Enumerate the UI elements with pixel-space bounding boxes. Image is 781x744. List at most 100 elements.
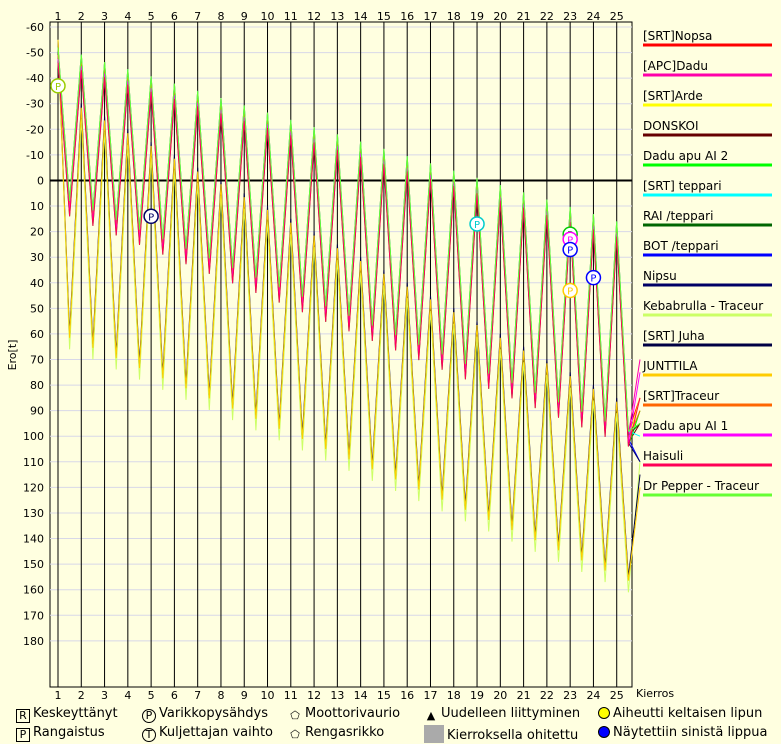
y-tick-label: -10 (26, 149, 44, 162)
x-tick-label-bottom: 18 (447, 689, 461, 700)
x-tick-label-top: 7 (194, 10, 201, 23)
pit-stop-marker (562, 241, 578, 258)
x-tick-label-bottom: 8 (217, 689, 224, 700)
x-tick-label-bottom: 9 (241, 689, 248, 700)
retired-icon: R (16, 709, 30, 723)
penalty-icon: P (16, 728, 30, 742)
legend-label: Dadu apu AI 2 (643, 149, 728, 163)
x-tick-label-top: 4 (124, 10, 131, 23)
pit-stop-marker (50, 78, 66, 94)
driver-change-icon: T (142, 728, 156, 742)
pit-markers: PPPPPPPP (50, 78, 602, 299)
pit-stop-marker-label: P (567, 286, 573, 297)
x-tick-label-bottom: 25 (610, 689, 624, 700)
legend: [SRT]Nopsa [APC]Dadu [SRT]Arde DONSKOI Dadu … (642, 29, 772, 497)
x-tick-label-top: 24 (586, 10, 600, 23)
legend-label: BOT /teppari (643, 239, 719, 253)
pit-stop-marker (143, 208, 159, 225)
legend-pit: P Varikkopysähdys (142, 706, 268, 723)
legend-label: RAI /teppari (643, 209, 713, 223)
x-tick-label-top: 22 (540, 10, 554, 23)
legend-label: DONSKOI (643, 119, 698, 133)
y-tick-label: -50 (26, 47, 44, 60)
x-tick-label-bottom: 17 (423, 689, 437, 700)
y-tick-label: 100 (23, 430, 44, 443)
x-tick-label-bottom: 7 (194, 689, 201, 700)
x-tick-label-bottom: 20 (493, 689, 507, 700)
legend-label: [SRT]Arde (643, 89, 703, 103)
pit-stop-marker-label: P (148, 212, 154, 223)
y-axis-label: Ero[t] (6, 340, 19, 371)
yellow-flag-dot-icon (598, 707, 610, 719)
legend-retired: R Keskeyttänyt (16, 706, 118, 723)
engine-label: Moottorivaurio (305, 706, 401, 721)
tick-labels: -60 -50 -40 -30 -20 -10 0 10 20 30 40 50 60 70 80 90 100… (23, 10, 624, 700)
blue-flag-dot-icon (598, 726, 610, 738)
series-line (57, 39, 641, 581)
y-tick-label: -60 (26, 21, 44, 34)
x-tick-label-top: 8 (217, 10, 224, 23)
y-tick-label: 120 (23, 481, 44, 494)
pit-stop-marker-label: P (474, 220, 480, 231)
pit-stop-icon: P (142, 709, 156, 723)
series-line (57, 39, 641, 593)
y-tick-label: 110 (23, 456, 44, 469)
x-tick-label-top: 2 (78, 10, 85, 23)
x-tick-label-bottom: 3 (101, 689, 108, 700)
legend-label: [SRT]Nopsa (643, 29, 712, 43)
y-tick-label: 40 (30, 277, 44, 290)
x-tick-label-top: 15 (377, 10, 391, 23)
series-line (57, 62, 641, 447)
x-tick-label-bottom: 2 (78, 689, 85, 700)
legend-label: [SRT]Traceur (643, 389, 719, 403)
x-tick-label-top: 23 (563, 10, 577, 23)
x-tick-label-bottom: 19 (470, 689, 484, 700)
x-tick-label-top: 1 (55, 10, 62, 23)
pit-stop-marker (562, 282, 578, 299)
x-tick-label-bottom: 16 (400, 689, 414, 700)
legend-label: [SRT] teppari (643, 179, 722, 193)
legend-engine: ⬠ Moottorivaurio (288, 706, 400, 724)
y-tick-label: 140 (23, 533, 44, 546)
y-tick-label: 160 (23, 584, 44, 597)
x-tick-label-bottom: 1 (55, 689, 62, 700)
x-tick-label-top: 16 (400, 10, 414, 23)
x-tick-label-bottom: 5 (148, 689, 155, 700)
y-tick-label: 70 (30, 354, 44, 367)
pit-stop-marker-label: P (567, 235, 573, 246)
rejoin-triangle-icon: ▲ (426, 709, 436, 722)
x-tick-label-bottom: 10 (261, 689, 275, 700)
x-tick-label-top: 18 (447, 10, 461, 23)
pit-label: Varikkopysähdys (159, 706, 268, 721)
pit-stop-marker (585, 269, 602, 286)
y-tick-label: 20 (30, 226, 44, 239)
x-tick-label-top: 12 (307, 10, 321, 23)
engine-damage-icon: ⬠ (290, 709, 300, 722)
x-tick-label-top: 5 (148, 10, 155, 23)
y-tick-label: 0 (37, 174, 44, 187)
blue-label: Näytettiin sinistä lippua (613, 725, 768, 740)
legend-rejoin: ▲ Uudelleen liittyminen (424, 706, 580, 724)
y-tick-label: -40 (26, 72, 44, 85)
y-tick-label: -30 (26, 98, 44, 111)
legend-label: Kebabrulla - Traceur (643, 299, 763, 313)
pit-stop-marker-label: P (590, 274, 596, 285)
lapped-gray-box-icon (424, 725, 444, 743)
y-tick-label: 60 (30, 328, 44, 341)
yellow-label: Aiheutti keltaisen lipun (613, 706, 763, 721)
legend-label: JUNTTILA (642, 359, 698, 373)
lap-chart: PPPPPPPP -60 -50 -40 -30 -20 -10 0 10 20 30 40 50 60… (6, 10, 772, 700)
x-tick-label-bottom: 23 (563, 689, 577, 700)
x-tick-label-bottom: 24 (586, 689, 600, 700)
x-tick-label-bottom: 11 (284, 689, 298, 700)
y-tick-label: 130 (23, 507, 44, 520)
plot-area (49, 21, 633, 688)
legend-lapped: Kierroksella ohitettu (424, 725, 578, 743)
legend-label: Dr Pepper - Traceur (643, 479, 759, 493)
y-tick-label: 150 (23, 558, 44, 571)
x-tick-label-top: 3 (101, 10, 108, 23)
series-line (57, 47, 641, 432)
driver-change-label: Kuljettajan vaihto (159, 725, 274, 740)
legend-tyre: ⬠ Rengasrikko (288, 725, 384, 743)
x-tick-label-bottom: 6 (171, 689, 178, 700)
